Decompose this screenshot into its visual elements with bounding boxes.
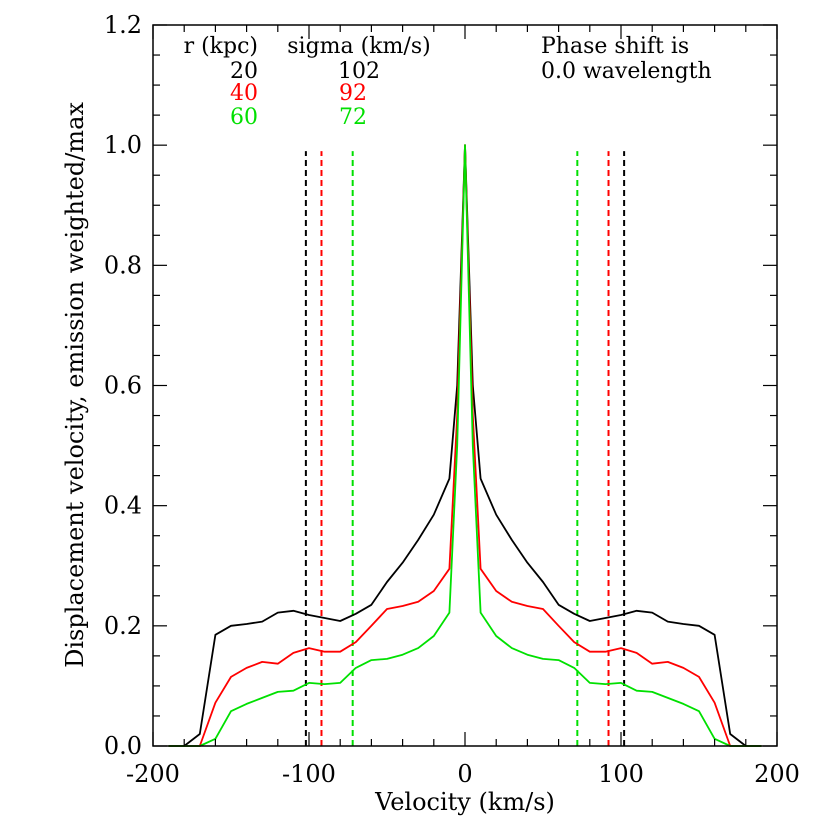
y-tick-label: 0.6: [104, 372, 142, 400]
legend-sigma-102: 102: [338, 59, 380, 84]
x-axis-label: Velocity (km/s): [374, 788, 555, 816]
legend-sigma-72: 72: [339, 105, 367, 130]
axis-tick-labels: -200 -100 0 100 200 0.0 0.2 0.4 0.6 0.8 1.0 1.2: [104, 11, 800, 788]
y-tick-label: 0.0: [104, 732, 142, 760]
plot-frame: [152, 24, 778, 747]
x-tick-label: -200: [126, 760, 180, 788]
series-lines: [168, 144, 762, 747]
legend-header-r: r (kpc): [184, 34, 258, 59]
legend-r-60: 60: [230, 105, 258, 130]
y-axis-label: Displacement velocity, emission weighted…: [61, 102, 89, 668]
y-tick-label: 0.2: [104, 612, 142, 640]
legend-header-sigma: sigma (km/s): [287, 34, 430, 59]
y-tick-label: 1.2: [104, 11, 142, 39]
legend-r-20: 20: [230, 59, 258, 84]
series-line-2: [168, 144, 762, 747]
legend-sigma-92: 92: [339, 81, 367, 106]
y-tick-label: 1.0: [104, 131, 142, 159]
phase-shift-line1: Phase shift is: [541, 34, 689, 59]
phase-shift-line2: 0.0 wavelength: [541, 59, 712, 84]
legend-r-40: 40: [230, 81, 258, 106]
x-tick-label: -100: [282, 760, 336, 788]
y-tick-label: 0.4: [104, 492, 142, 520]
axis-ticks: [152, 24, 778, 747]
series-line-1: [168, 144, 762, 747]
x-tick-label: 200: [754, 760, 800, 788]
legend: r (kpc) sigma (km/s) 20 102 40 92 60 72 …: [184, 34, 712, 130]
dashed-reference-lines: [304, 151, 626, 746]
x-tick-label: 100: [598, 760, 644, 788]
series-line-3: [168, 144, 762, 747]
x-tick-label: 0: [457, 760, 472, 788]
y-tick-label: 0.8: [104, 251, 142, 279]
